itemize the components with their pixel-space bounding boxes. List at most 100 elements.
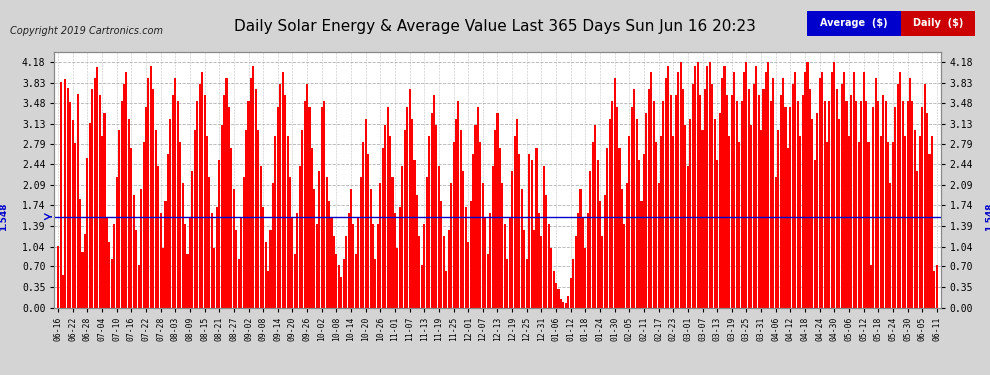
Bar (926, 113, 928, 308)
Bar (306, 84, 308, 308)
Bar (399, 207, 401, 308)
Bar (184, 224, 186, 308)
Bar (699, 95, 701, 308)
Bar (277, 107, 279, 307)
Bar (164, 201, 166, 308)
Bar (467, 242, 469, 308)
Bar (589, 171, 591, 308)
Bar (272, 183, 274, 308)
Bar (569, 278, 572, 308)
Bar (411, 119, 413, 308)
Bar (64, 79, 66, 308)
Bar (221, 124, 223, 308)
Bar (133, 195, 135, 308)
Bar (233, 189, 235, 308)
Bar (572, 260, 574, 308)
Bar (479, 142, 481, 308)
Bar (767, 63, 769, 308)
Bar (218, 160, 220, 308)
Bar (894, 107, 896, 307)
Bar (921, 107, 924, 307)
Bar (880, 136, 882, 308)
Bar (794, 72, 796, 308)
Bar (736, 101, 738, 308)
Bar (484, 218, 486, 308)
Bar (67, 88, 69, 308)
Bar (567, 296, 569, 307)
Bar (929, 154, 931, 308)
Bar (362, 142, 364, 308)
Bar (243, 177, 245, 308)
Bar (259, 166, 261, 308)
Bar (145, 107, 148, 307)
Bar (226, 78, 228, 308)
Bar (336, 254, 338, 308)
Bar (647, 89, 649, 308)
Bar (662, 101, 664, 308)
Bar (172, 95, 174, 308)
Bar (199, 84, 201, 308)
Bar (584, 248, 586, 308)
Bar (464, 207, 466, 308)
Bar (111, 260, 113, 308)
Bar (201, 72, 203, 308)
Bar (606, 148, 608, 308)
Bar (677, 72, 679, 308)
Bar (446, 271, 447, 308)
Bar (772, 78, 774, 308)
Bar (626, 183, 628, 308)
Bar (804, 72, 806, 308)
Bar (384, 124, 386, 308)
Bar (694, 66, 696, 308)
Bar (936, 265, 938, 308)
Bar (213, 248, 216, 308)
Bar (655, 142, 657, 308)
Bar (419, 236, 421, 308)
Bar (919, 136, 921, 308)
Bar (326, 177, 328, 308)
Bar (672, 136, 674, 308)
Bar (645, 113, 647, 308)
Bar (499, 148, 501, 308)
Bar (509, 218, 511, 308)
Bar (887, 142, 889, 308)
Bar (877, 101, 879, 308)
Bar (850, 95, 852, 308)
Bar (543, 166, 545, 308)
Bar (86, 158, 88, 308)
Bar (836, 89, 838, 308)
Bar (702, 130, 704, 308)
Bar (917, 171, 919, 308)
Bar (238, 260, 240, 308)
Bar (934, 271, 936, 308)
Bar (721, 78, 723, 308)
Bar (652, 101, 654, 308)
Bar (745, 63, 747, 308)
Bar (834, 63, 836, 308)
Bar (792, 84, 794, 308)
Bar (62, 275, 64, 308)
Text: 1.548: 1.548 (0, 202, 8, 231)
Bar (757, 95, 759, 308)
Bar (889, 183, 892, 308)
Bar (614, 78, 616, 308)
Bar (101, 136, 103, 308)
Bar (621, 189, 623, 308)
Bar (747, 89, 750, 308)
Text: 1.548: 1.548 (985, 202, 990, 231)
Bar (550, 248, 552, 308)
Bar (148, 78, 149, 308)
Bar (855, 101, 857, 308)
Bar (557, 289, 559, 308)
Bar (638, 160, 641, 308)
Bar (96, 67, 98, 308)
Bar (574, 236, 576, 308)
Bar (529, 154, 531, 308)
Bar (924, 84, 926, 308)
Bar (665, 78, 667, 308)
Bar (802, 95, 804, 308)
Bar (401, 166, 403, 308)
Bar (314, 189, 316, 308)
Bar (914, 130, 916, 308)
Bar (91, 89, 93, 308)
